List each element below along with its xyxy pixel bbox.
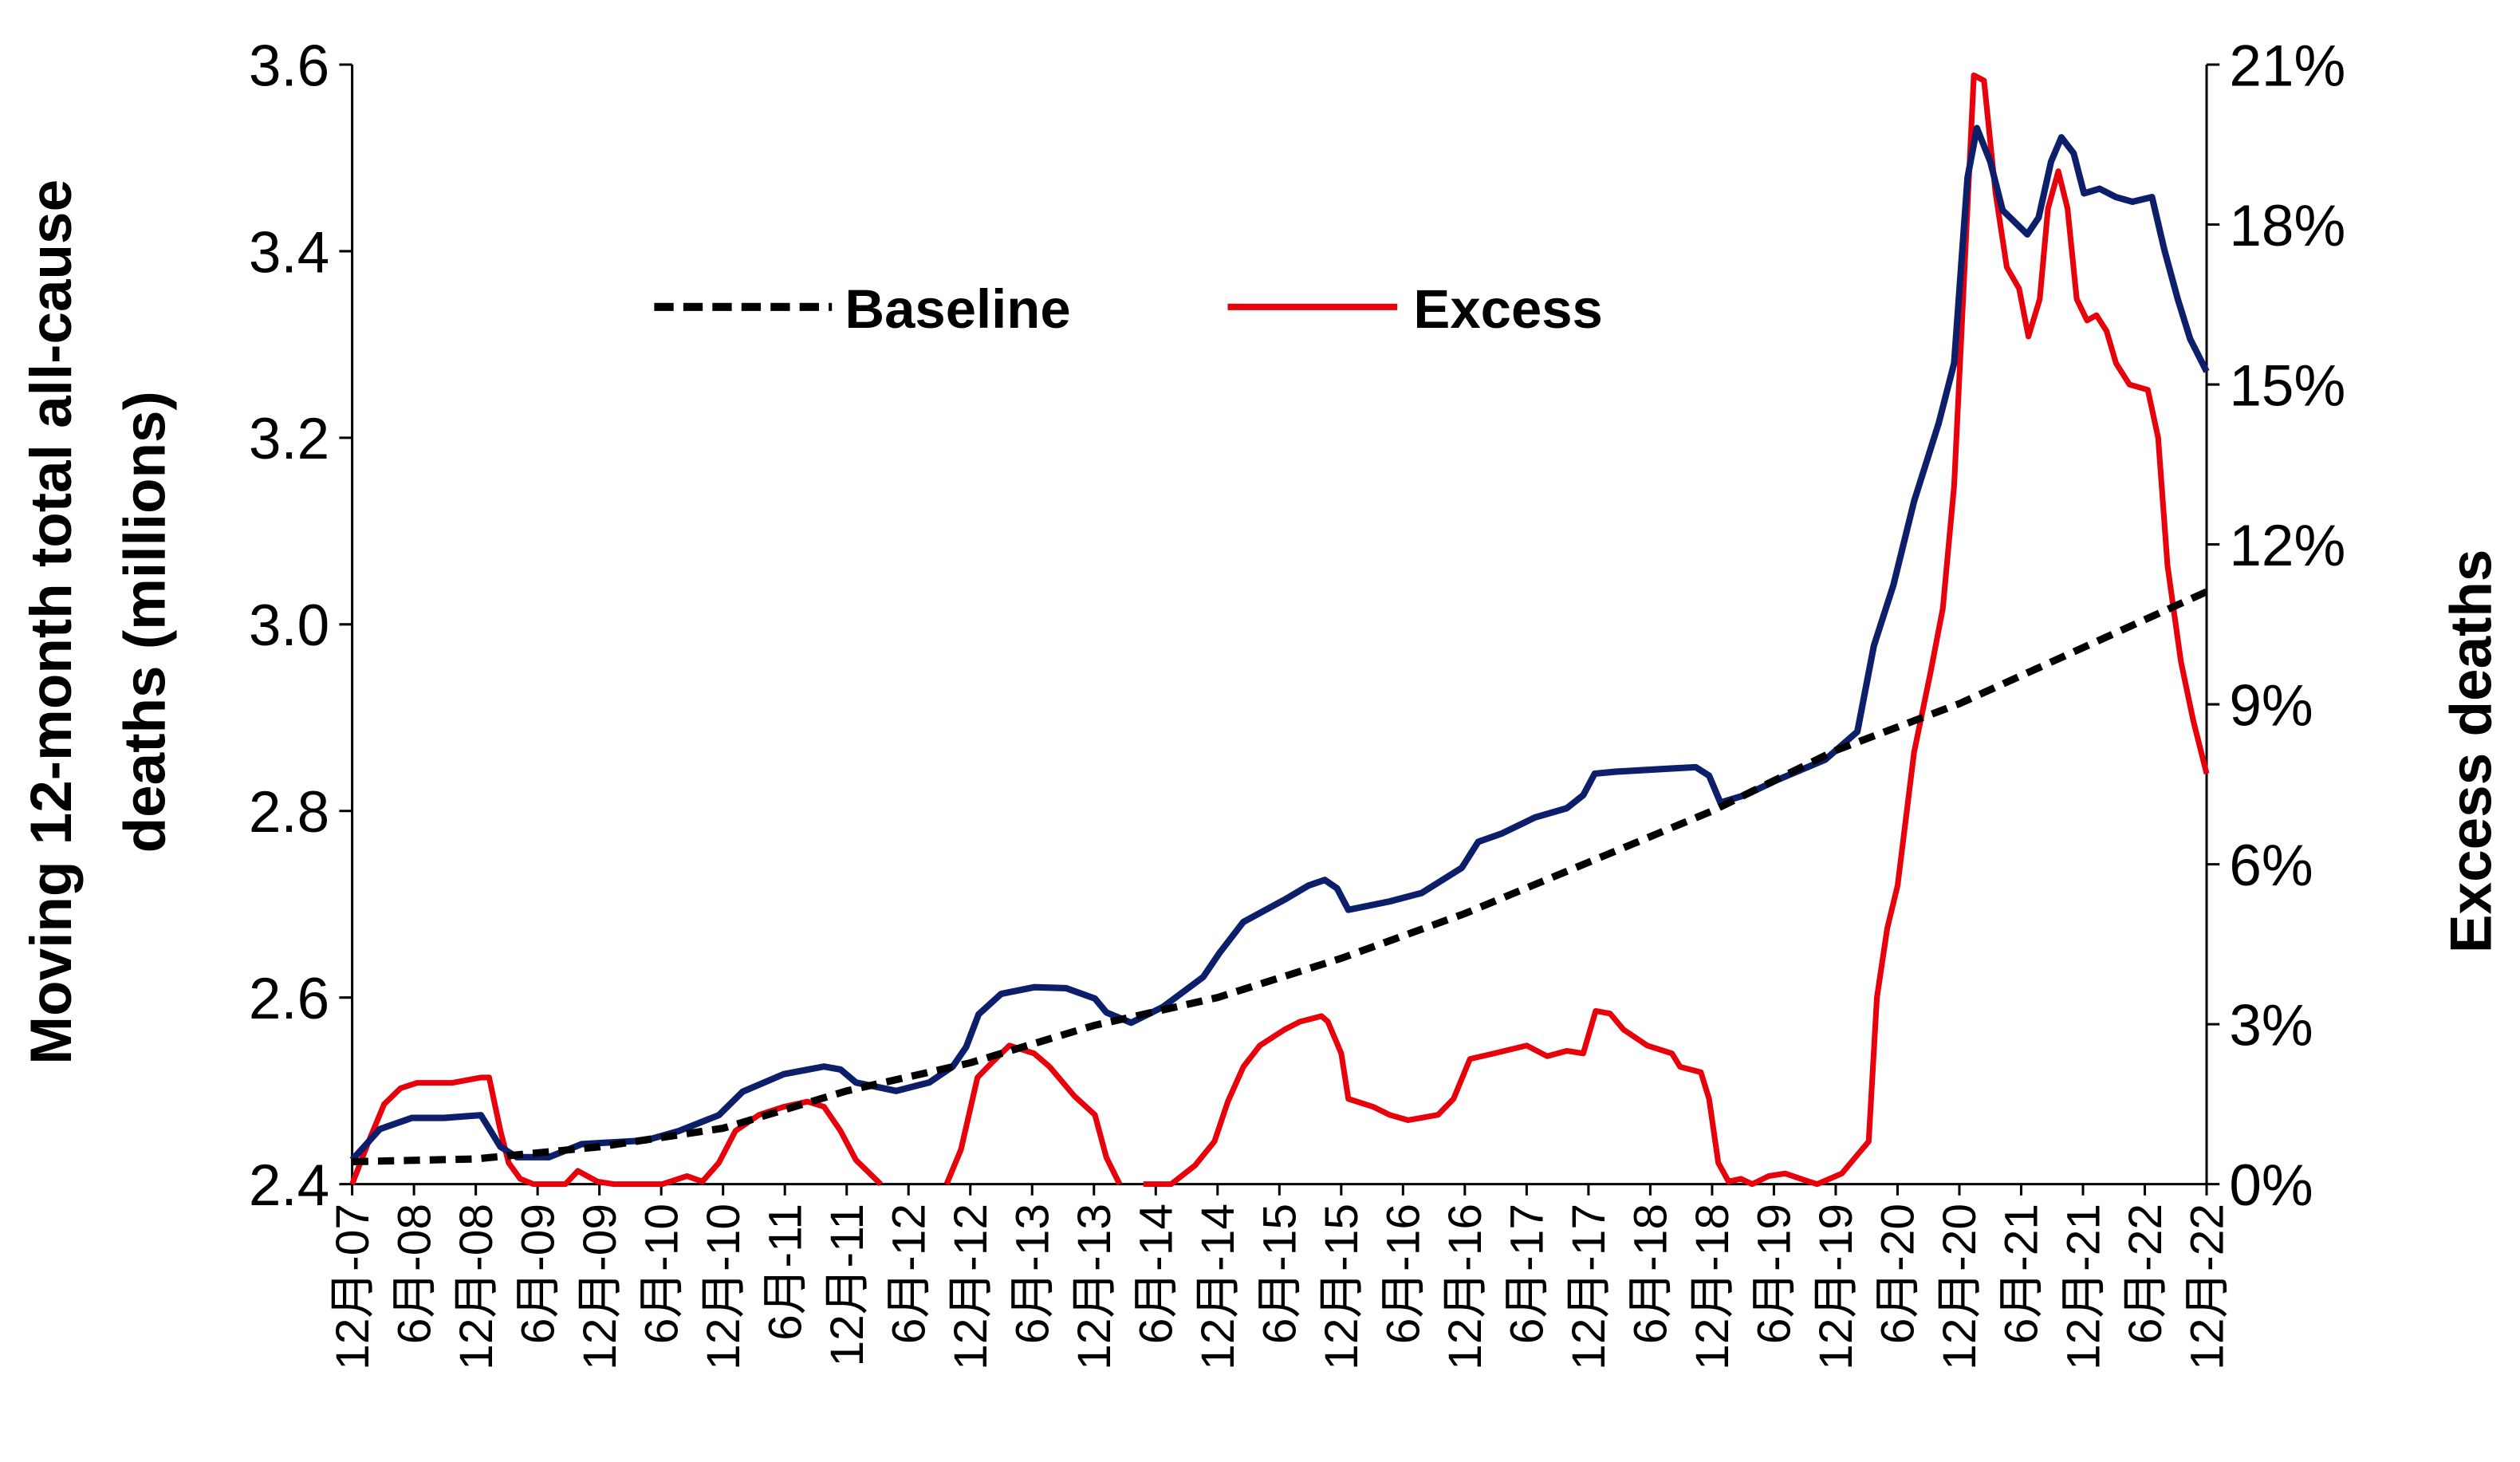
y-right-tick-label: 15% xyxy=(2229,353,2345,418)
excess-line xyxy=(943,1042,1123,1186)
y-right-tick-label: 12% xyxy=(2229,514,2345,578)
x-tick-label: 6月-20 xyxy=(1872,1204,1924,1344)
excess-line xyxy=(1143,72,2210,1188)
x-tick-label: 12月-17 xyxy=(1563,1204,1615,1370)
x-tick-label: 12月-09 xyxy=(574,1204,626,1370)
x-tick-label: 6月-16 xyxy=(1378,1204,1430,1344)
y-left-tick-label: 3.6 xyxy=(249,33,329,98)
y-right-tick-label: 21% xyxy=(2229,33,2345,98)
x-tick-label: 12月-21 xyxy=(2057,1204,2109,1370)
y-left-tick-label: 3.2 xyxy=(249,407,329,471)
x-tick-label: 6月-19 xyxy=(1749,1204,1801,1344)
x-tick-label: 12月-12 xyxy=(945,1204,997,1370)
x-tick-label: 12月-19 xyxy=(1810,1204,1862,1370)
x-tick-label: 12月-16 xyxy=(1439,1204,1491,1370)
x-tick-label: 12月-08 xyxy=(451,1204,502,1370)
x-tick-label: 12月-18 xyxy=(1687,1204,1738,1370)
series-lines xyxy=(349,72,2210,1188)
x-tick-label: 6月-10 xyxy=(636,1204,687,1344)
x-tick-label: 12月-11 xyxy=(821,1204,873,1367)
x-tick-label: 12月-15 xyxy=(1316,1204,1368,1370)
y-left-tick-label: 3.4 xyxy=(249,220,329,285)
x-tick-label: 6月-08 xyxy=(388,1204,440,1344)
x-tick-label: 6月-09 xyxy=(512,1204,564,1344)
x-tick-label: 6月-13 xyxy=(1007,1204,1059,1344)
y-right-tick-label: 9% xyxy=(2229,673,2313,738)
y-right-tick-label: 18% xyxy=(2229,194,2345,258)
y-right-tick-label: 0% xyxy=(2229,1153,2313,1218)
y-left-tick-label: 2.8 xyxy=(249,780,329,845)
x-tick-label: 6月-18 xyxy=(1625,1204,1677,1344)
x-tick-label: 12月-22 xyxy=(2181,1204,2233,1370)
excess-line xyxy=(349,1074,883,1188)
x-tick-label: 6月-21 xyxy=(1996,1204,2048,1344)
axes: 2.4 2.6 2.8 3.0 3.2 3.4 3.6 0% 3% 6% 9% 12% 15% 18% 21… xyxy=(249,33,2345,1370)
x-tick-label: 6月-22 xyxy=(2120,1204,2172,1344)
y-right-tick-label: 6% xyxy=(2229,833,2313,898)
x-tick-label: 12月-13 xyxy=(1069,1204,1120,1370)
x-tick-label: 12月-10 xyxy=(698,1204,750,1370)
total-deaths-line xyxy=(349,124,2210,1162)
x-tick-label: 12月-14 xyxy=(1192,1204,1244,1370)
y-axis-right-title: Excess deaths xyxy=(2439,550,2504,954)
y-left-tick-label: 3.0 xyxy=(249,593,329,658)
x-tick-label: 12月-07 xyxy=(327,1204,379,1370)
x-tick-label: 6月-15 xyxy=(1254,1204,1306,1344)
y-left-tick-label: 2.6 xyxy=(249,967,329,1031)
x-tick-label: 12月-20 xyxy=(1934,1204,1986,1370)
legend-baseline-label: Baseline xyxy=(845,278,1070,340)
legend-excess-label: Excess xyxy=(1413,278,1602,340)
x-tick-label: 6月-12 xyxy=(883,1204,935,1344)
y-left-tick-label: 2.4 xyxy=(249,1153,329,1218)
y-axis-left-title-line2: deaths (millions) xyxy=(113,391,178,853)
y-axis-left-title: Moving 12-month total all-cause deaths (… xyxy=(19,179,177,1065)
legend: Baseline Excess xyxy=(654,278,1603,340)
x-tick-label: 6月-11 xyxy=(759,1204,811,1341)
y-right-tick-label: 3% xyxy=(2229,993,2313,1058)
y-axis-left-title-line1: Moving 12-month total all-cause xyxy=(19,179,84,1065)
baseline-line xyxy=(352,588,2208,1166)
x-tick-label: 6月-17 xyxy=(1502,1204,1553,1344)
x-tick-label: 6月-14 xyxy=(1131,1204,1183,1344)
